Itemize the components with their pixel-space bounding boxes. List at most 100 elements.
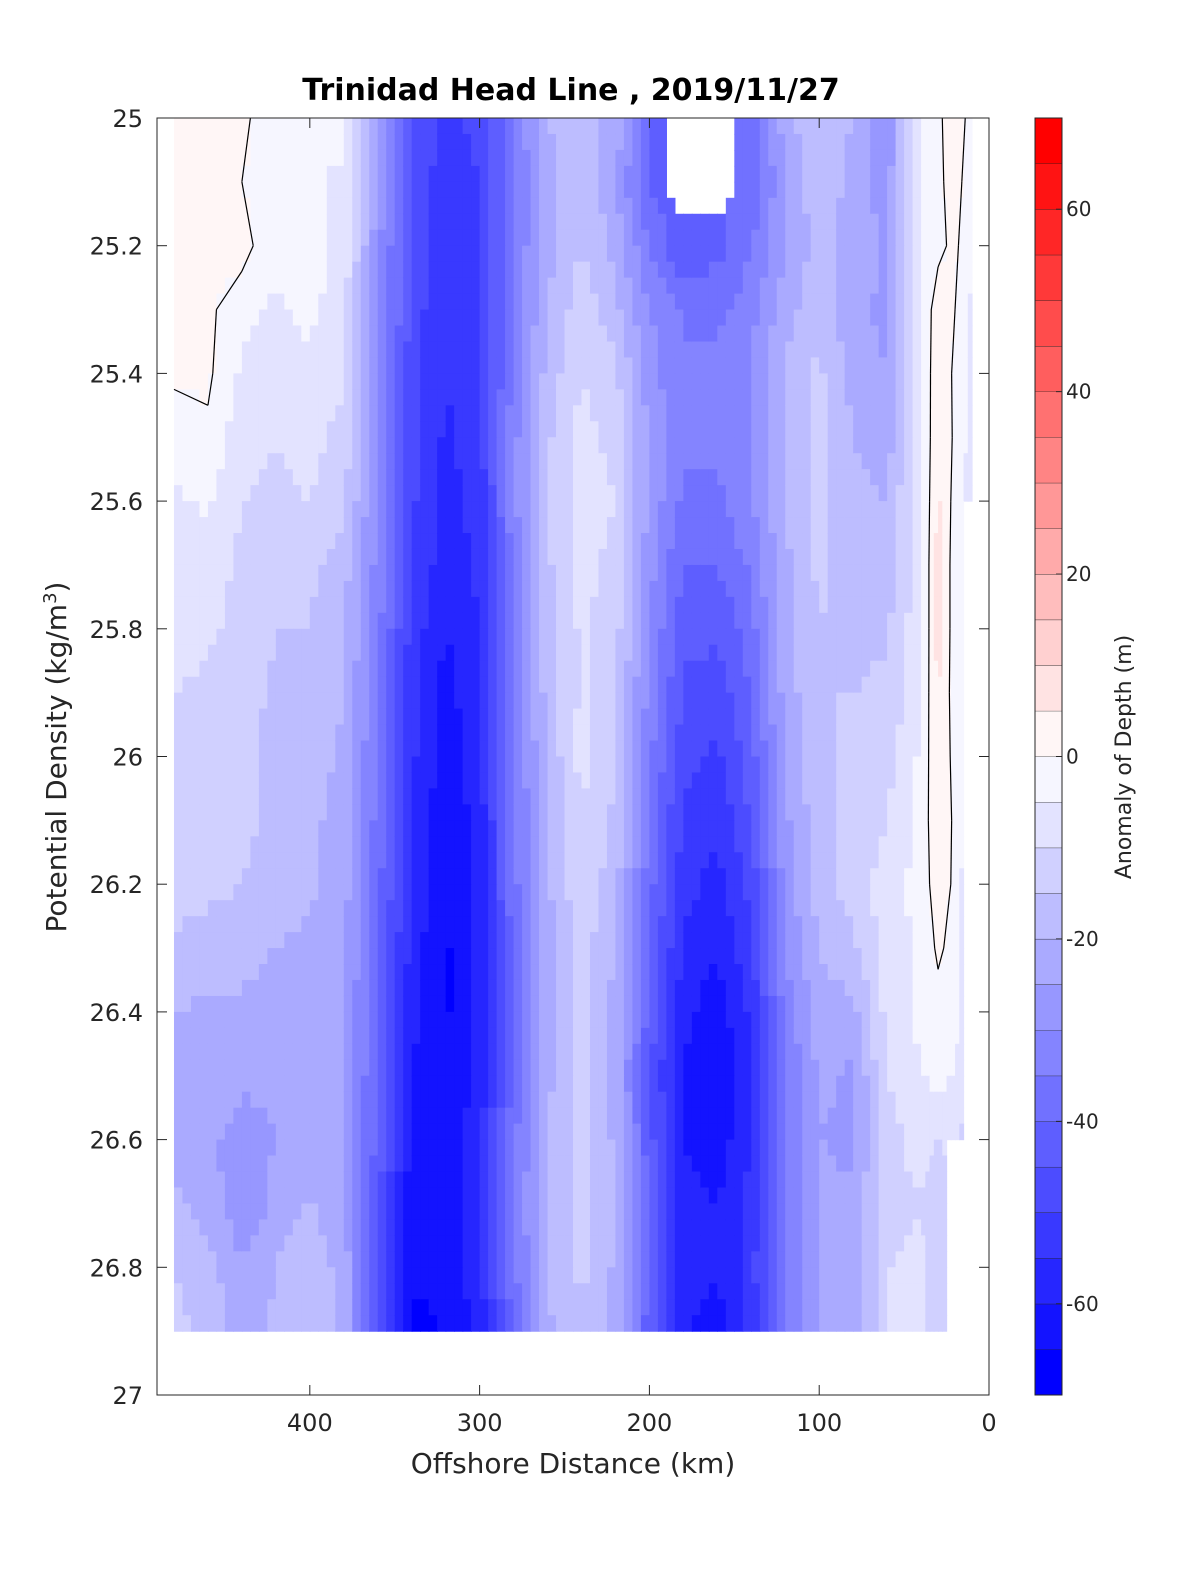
heatmap-cell (377, 628, 387, 646)
heatmap-cell (513, 1059, 523, 1077)
heatmap-cell (258, 1187, 268, 1205)
heatmap-cell (674, 948, 684, 965)
heatmap-cell (488, 1267, 498, 1284)
heatmap-cell (471, 1171, 481, 1189)
heatmap-cell (454, 548, 464, 566)
heatmap-cell (522, 1075, 532, 1093)
heatmap-cell (411, 964, 421, 981)
heatmap-cell (292, 1219, 302, 1236)
heatmap-cell (326, 181, 336, 199)
heatmap-cell (640, 341, 651, 359)
heatmap-cell (224, 421, 235, 438)
heatmap-cell (691, 421, 701, 438)
heatmap-cell (674, 724, 684, 742)
heatmap-cell (615, 660, 625, 678)
heatmap-cell (343, 341, 353, 359)
heatmap-cell (649, 772, 659, 790)
heatmap-cell (386, 1059, 396, 1077)
heatmap-cell (326, 469, 336, 486)
heatmap-cell (241, 1187, 251, 1205)
heatmap-cell (335, 1235, 345, 1252)
heatmap-cell (674, 1091, 684, 1109)
heatmap-cell (411, 580, 421, 598)
heatmap-cell (539, 979, 549, 997)
heatmap-cell (683, 213, 693, 231)
heatmap-cell (623, 421, 634, 438)
heatmap-cell (420, 1091, 430, 1109)
heatmap-cell (445, 485, 455, 502)
heatmap-cell (649, 979, 659, 997)
heatmap-cell (556, 1059, 566, 1077)
heatmap-cell (573, 1043, 583, 1061)
heatmap-cell (564, 692, 574, 710)
heatmap-cell (462, 772, 472, 790)
heatmap-cell (725, 453, 735, 470)
heatmap-cell (462, 277, 472, 295)
heatmap-cell (717, 612, 727, 630)
heatmap-cell (360, 1155, 370, 1173)
heatmap-cell (530, 1267, 540, 1284)
heatmap-cell (173, 1251, 184, 1268)
heatmap-cell (403, 1283, 413, 1300)
heatmap-cell (539, 213, 549, 231)
heatmap-cell (207, 1283, 218, 1300)
heatmap-cell (233, 1139, 243, 1157)
heatmap-cell (530, 421, 540, 438)
heatmap-cell (640, 932, 651, 949)
heatmap-cell (369, 1171, 379, 1189)
heatmap-cell (522, 1171, 532, 1189)
heatmap-cell (445, 533, 455, 550)
heatmap-cell (326, 133, 336, 151)
heatmap-cell (717, 293, 727, 311)
heatmap-cell (352, 1283, 362, 1300)
heatmap-cell (318, 1251, 328, 1268)
heatmap-cell (606, 1283, 617, 1300)
heatmap-cell (386, 740, 396, 758)
heatmap-cell (734, 596, 744, 614)
heatmap-cell (623, 229, 634, 247)
heatmap-cell (190, 1155, 201, 1173)
heatmap-cell (343, 1203, 353, 1221)
heatmap-cell (513, 724, 523, 742)
heatmap-cell (437, 932, 447, 949)
heatmap-cell (284, 580, 294, 598)
heatmap-cell (742, 245, 752, 263)
heatmap-cell (615, 373, 625, 390)
heatmap-cell (454, 373, 464, 390)
heatmap-cell (666, 197, 676, 215)
heatmap-cell (267, 261, 277, 279)
heatmap-cell (369, 1043, 379, 1061)
heatmap-cell (691, 836, 701, 853)
heatmap-cell (573, 485, 583, 502)
heatmap-cell (479, 1091, 489, 1109)
heatmap-cell (233, 644, 243, 662)
heatmap-cell (216, 309, 226, 327)
heatmap-cell (530, 884, 540, 901)
heatmap-cell (326, 1059, 336, 1077)
heatmap-cell (666, 245, 676, 263)
heatmap-cell (573, 453, 583, 470)
heatmap-cell (420, 660, 430, 678)
heatmap-cell (454, 1267, 464, 1284)
heatmap-cell (309, 118, 319, 135)
heatmap-cell (335, 421, 345, 438)
heatmap-cell (573, 1123, 583, 1141)
heatmap-cell (632, 979, 642, 997)
heatmap-cell (488, 341, 498, 359)
heatmap-cell (428, 1059, 438, 1077)
heatmap-cell (326, 357, 336, 374)
heatmap-cell (309, 868, 319, 885)
heatmap-cell (564, 932, 574, 949)
heatmap-cell (623, 995, 634, 1013)
heatmap-cell (479, 1299, 489, 1316)
heatmap-cell (275, 1091, 285, 1109)
heatmap-cell (411, 692, 421, 710)
heatmap-cell (386, 708, 396, 726)
heatmap-cell (318, 644, 328, 662)
heatmap-cell (207, 564, 218, 582)
heatmap-cell (207, 868, 218, 885)
heatmap-cell (224, 1219, 235, 1236)
heatmap-cell (250, 1043, 260, 1061)
heatmap-cell (725, 533, 735, 550)
heatmap-cell (309, 788, 319, 805)
